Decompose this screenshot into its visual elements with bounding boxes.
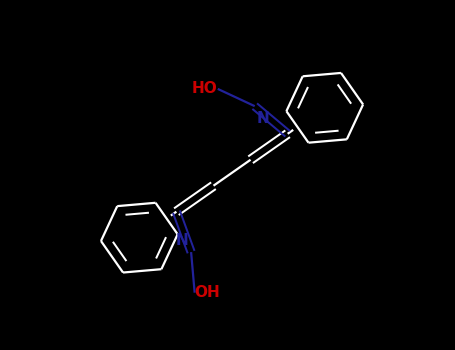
- Text: OH: OH: [195, 285, 220, 300]
- Text: N: N: [176, 233, 189, 247]
- Text: HO: HO: [192, 82, 218, 96]
- Text: N: N: [257, 111, 270, 126]
